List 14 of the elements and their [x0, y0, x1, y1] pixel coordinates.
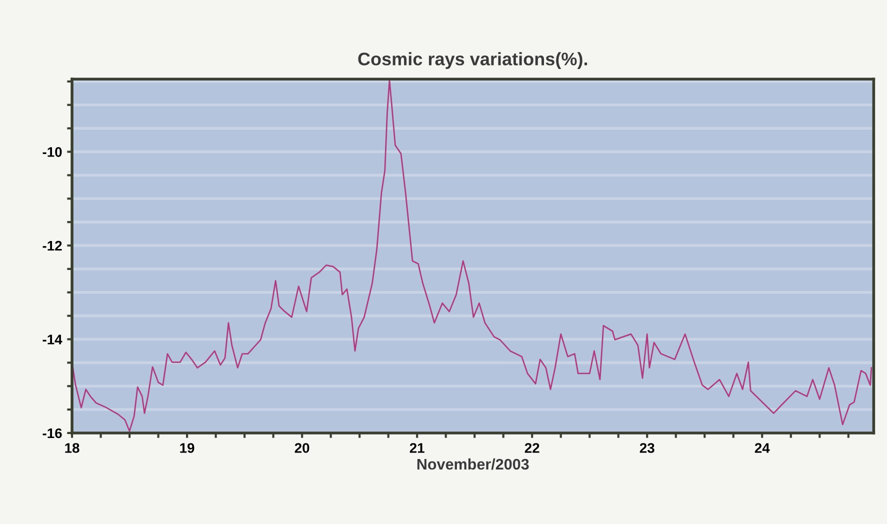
y-tick-label: -12 — [42, 240, 62, 251]
y-tick-label: -10 — [42, 147, 62, 157]
x-axis-title: November/2003 — [417, 458, 529, 470]
y-tick-label: -14 — [42, 334, 62, 344]
x-tick-label: 19 — [180, 443, 194, 453]
x-tick-label: 23 — [640, 443, 654, 453]
y-tick-label: -16 — [42, 428, 62, 438]
x-tick-label: 20 — [294, 443, 310, 453]
x-tick-label: 18 — [65, 443, 80, 453]
x-tick-label: 21 — [410, 443, 424, 453]
chart-title: Cosmic rays variations(%). — [358, 52, 588, 69]
x-tick-label: 22 — [524, 443, 540, 453]
x-tick-label: 24 — [754, 443, 770, 453]
line-series — [72, 79, 872, 432]
